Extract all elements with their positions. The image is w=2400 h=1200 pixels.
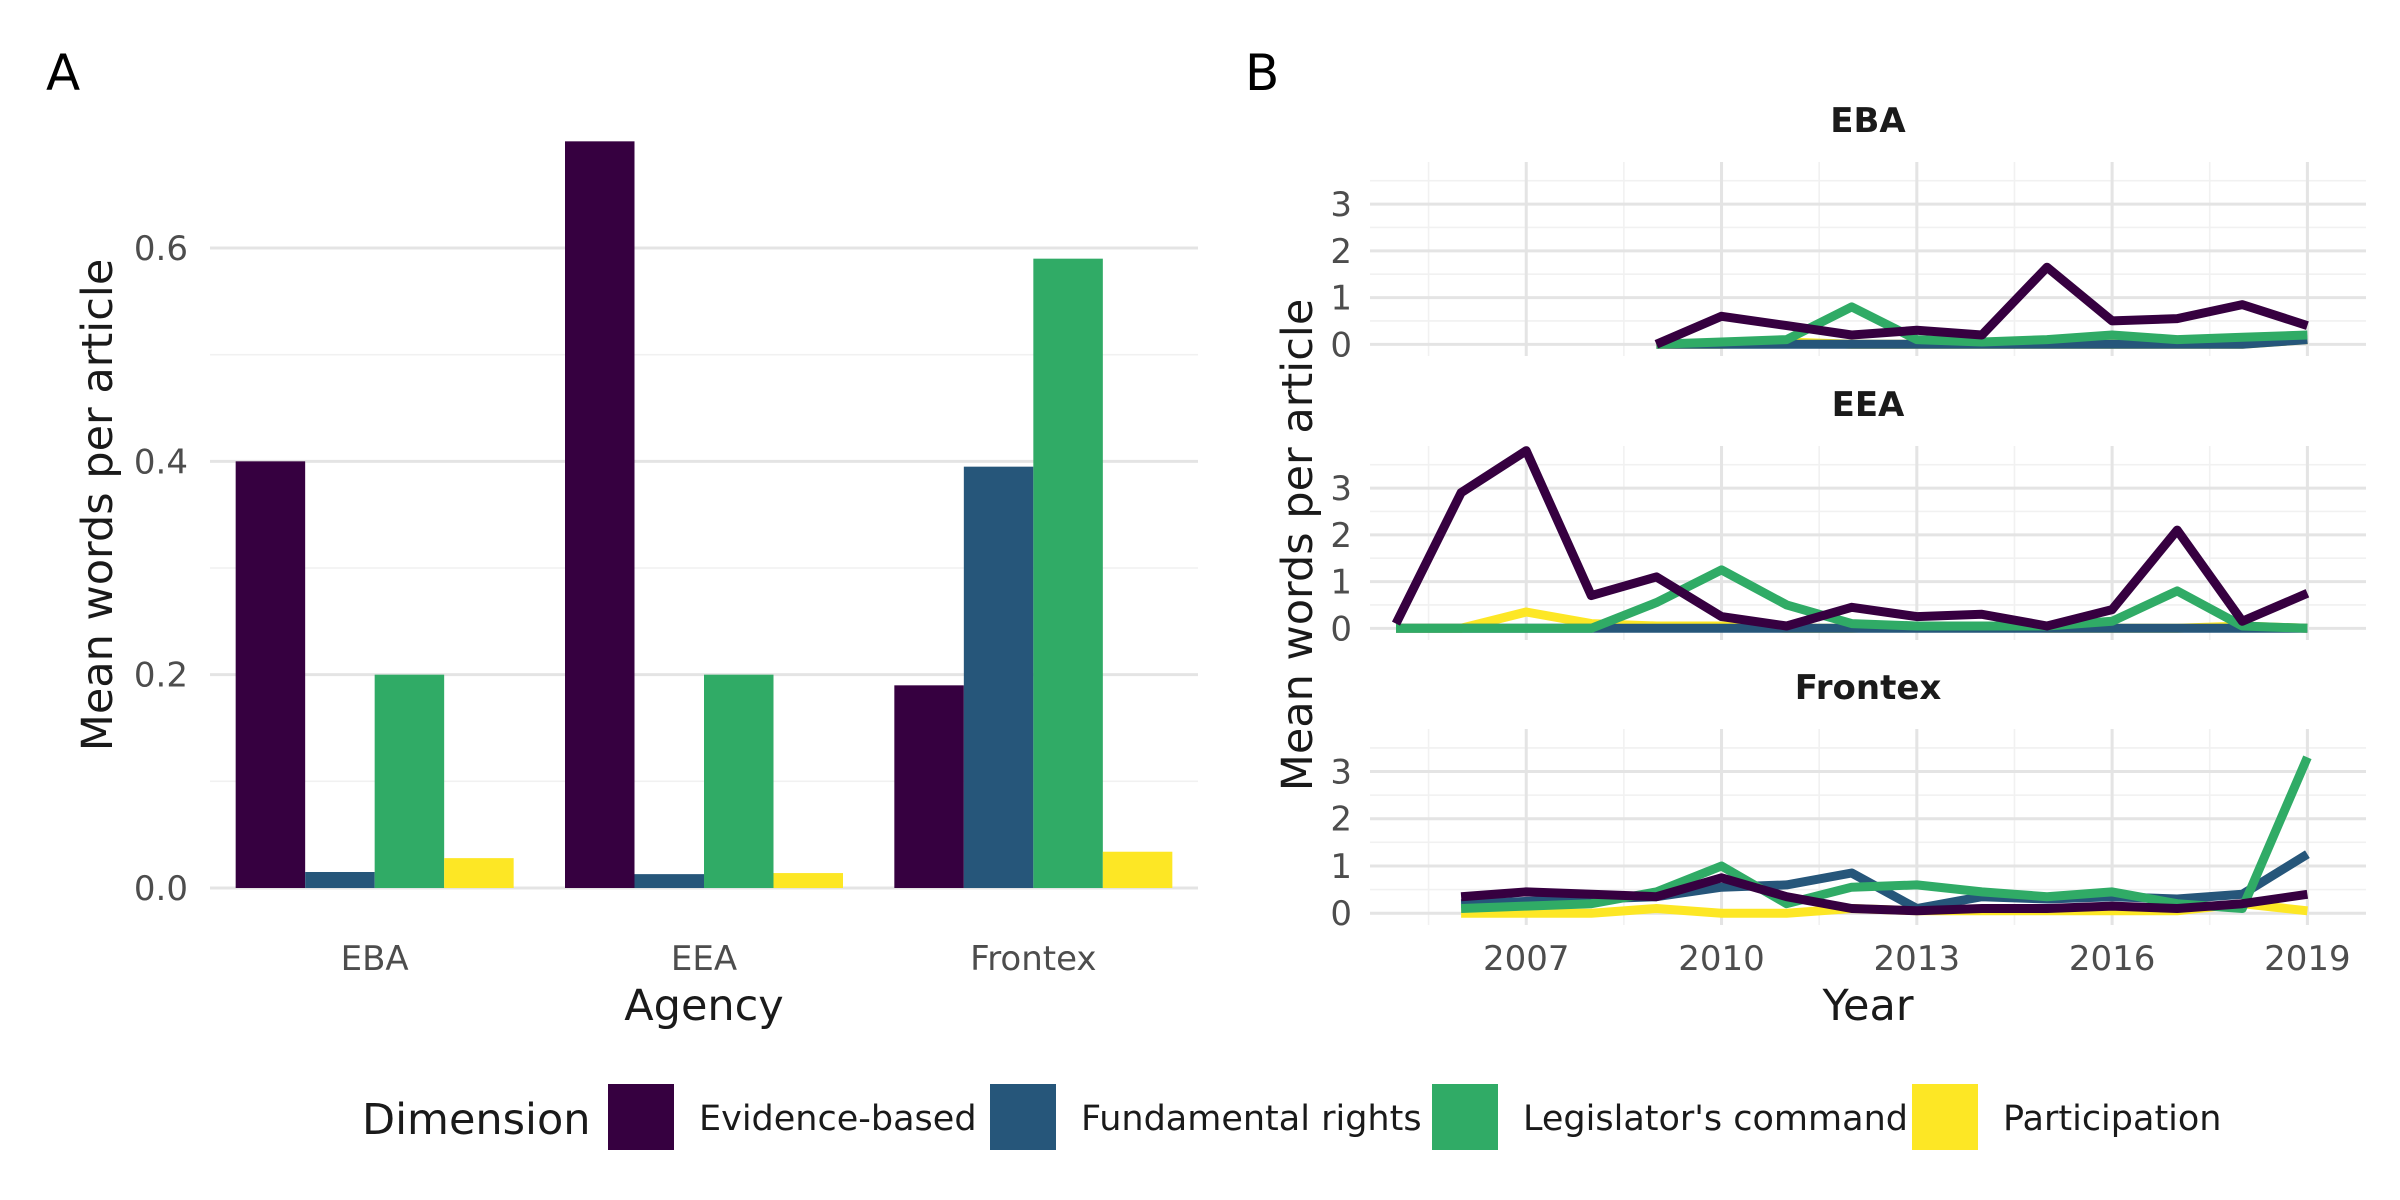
legend-label: Participation [2003,1099,2222,1139]
facet-eba: 0 1 2 3 EBA [1330,101,2366,365]
legend-key [990,1084,1056,1150]
legend-key [1432,1084,1498,1150]
line-eea-evidence-based [1391,446,2310,631]
legend-item-fundamental-rights: Fundamental rights [990,1084,1422,1150]
legend-label: Legislator's command [1523,1099,1908,1139]
x-tick-label: 2013 [1874,939,1961,979]
panel-b-line-facets: 0 1 2 3 EBA 0 1 2 3 EEA 0 1 2 3 Frontex 2007 2010 2013 201… [1273,101,2366,1031]
y-tick-label: 0.2 [134,656,188,696]
legend-key [608,1084,674,1150]
panel-a-tag: A [46,44,80,102]
x-tick-label: 2016 [2069,939,2156,979]
legend-item-participation: Participation [1912,1084,2222,1150]
bar-eba-legislator-s-command [374,674,445,888]
x-tick-label: 2019 [2264,939,2351,979]
y-tick-label: 0 [1330,894,1352,934]
y-tick-label: 2 [1330,232,1352,272]
bar-frontex-evidence-based [894,685,964,888]
panel-a-bar-chart: 0.0 0.2 0.4 0.6 EBA EEA Frontex Agency Mean word… [73,141,1198,1031]
y-axis-title: Mean words per article [1273,299,1323,792]
line-eba-legislator-s-command [1656,302,2308,349]
legend-label: Fundamental rights [1081,1099,1422,1139]
y-tick-label: 2 [1330,800,1352,840]
legend-item-legislator-s-command: Legislator's command [1432,1084,1908,1150]
bar-eea-participation [773,873,843,888]
y-axis-title: Mean words per article [73,259,123,752]
bar-eea-evidence-based [565,141,635,889]
bar-eea-legislator-s-command [704,674,774,888]
y-tick-label: 0.4 [134,442,188,482]
bar-eea-fundamental-rights [634,874,704,888]
x-tick-label: 2010 [1678,939,1765,979]
legend-item-evidence-based: Evidence-based [608,1084,977,1150]
panel-b-tag: B [1245,44,1279,102]
bar-eba-fundamental-rights [305,872,375,888]
y-tick-label: 0 [1330,609,1352,649]
line-eba-evidence-based [1654,262,2309,349]
bar-frontex-fundamental-rights [963,466,1034,888]
y-tick-label: 0.0 [134,869,188,909]
facet-eea: 0 1 2 3 EEA [1330,385,2366,649]
legend-title: Dimension [362,1095,591,1145]
y-tick-label: 1 [1330,847,1352,887]
y-tick-label: 1 [1330,279,1352,319]
legend-key [1912,1084,1978,1150]
y-tick-label: 0.6 [134,229,188,269]
line-frontex-evidence-based [1460,873,2309,916]
line-frontex-legislator-s-command [1460,755,2312,913]
bar-eba-participation [444,858,514,888]
bar-frontex-participation [1102,851,1173,888]
legend-label: Evidence-based [699,1099,977,1139]
y-tick-label: 0 [1330,325,1352,365]
x-tick-label: EBA [341,939,409,979]
y-tick-label: 1 [1330,563,1352,603]
facet-frontex: 0 1 2 3 Frontex [1330,668,2366,934]
facet-title: EEA [1832,385,1905,425]
facet-title: Frontex [1795,668,1942,708]
x-axis-title: Agency [624,981,784,1031]
facet-title: EBA [1830,101,1906,141]
line-eea-legislator-s-command [1396,565,2308,633]
legend: Dimension Evidence-based Fundamental righ… [362,1084,2222,1150]
x-tick-label: 2007 [1483,939,1570,979]
y-tick-label: 2 [1330,516,1352,556]
x-tick-label: Frontex [970,939,1096,979]
x-tick-label: EEA [671,939,737,979]
y-tick-label: 3 [1330,185,1352,225]
bar-eba-evidence-based [235,461,306,888]
x-axis-title: Year [1821,981,1913,1031]
y-tick-label: 3 [1330,469,1352,509]
y-tick-label: 3 [1330,753,1352,793]
bar-frontex-legislator-s-command [1033,258,1103,889]
